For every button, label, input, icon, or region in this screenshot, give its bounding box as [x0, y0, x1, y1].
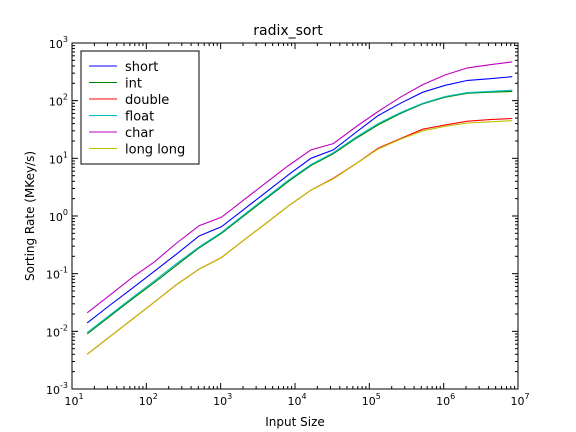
series-lines: [86, 61, 513, 355]
x-tick-label: 105: [362, 392, 381, 408]
legend-label: char: [125, 126, 154, 141]
series-line-char: [86, 61, 513, 314]
y-axis-label: Sorting Rate (MKey/s): [23, 151, 37, 281]
legend-label: short: [125, 60, 158, 75]
legend-box: [80, 50, 200, 165]
chart-title: radix_sort: [253, 23, 323, 39]
legend-label: long long: [125, 143, 185, 158]
legend-label: double: [125, 93, 169, 108]
axis-ticks: 101 102 103 104 105 106 107 10-3 10-2 10-1 100 101 1…: [46, 35, 530, 408]
legend-label: float: [125, 110, 154, 125]
y-tick-label: 10-3: [46, 381, 68, 397]
series-line-long-long: [86, 120, 513, 355]
y-tick-label: 102: [49, 93, 68, 109]
x-tick-label: 107: [510, 392, 529, 408]
x-tick-label: 106: [436, 392, 455, 408]
y-tick-label: 100: [49, 208, 68, 224]
series-line-short: [86, 76, 513, 324]
x-tick-label: 102: [139, 392, 158, 408]
y-tick-label: 10-1: [46, 266, 68, 282]
x-tick-label: 101: [64, 392, 83, 408]
y-tick-label: 101: [49, 150, 68, 166]
x-axis-label: Input Size: [265, 415, 325, 429]
x-tick-label: 104: [287, 392, 306, 408]
x-tick-label: 103: [213, 392, 232, 408]
series-line-int: [86, 90, 513, 335]
series-line-float: [86, 89, 513, 334]
y-tick-label: 103: [49, 35, 68, 51]
legend-label: int: [125, 77, 142, 92]
y-tick-label: 10-2: [46, 323, 68, 339]
